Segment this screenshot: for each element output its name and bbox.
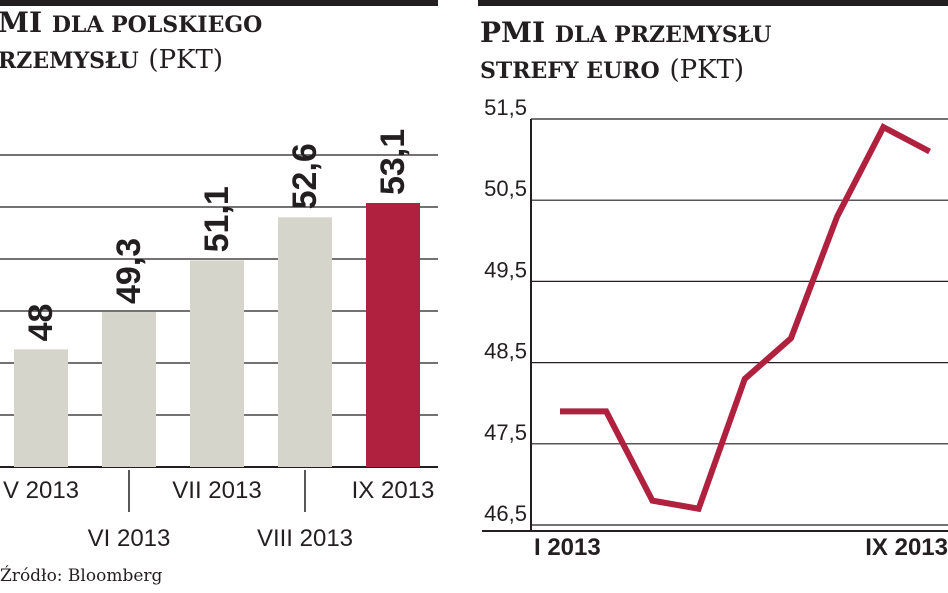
right-title-small-2: strefy euro xyxy=(480,58,660,84)
bar-category-label-5: IX 2013 xyxy=(352,477,435,504)
left-title-unit: (pkt) xyxy=(148,45,223,75)
right-title-small-1: dla przemysłu xyxy=(554,22,772,48)
bar-4 xyxy=(278,217,332,467)
euro-pmi-series-line xyxy=(560,123,931,513)
bar-value-label-3: 51,1 xyxy=(198,186,236,252)
y-tick-label-3: 48,5 xyxy=(484,339,527,364)
bar-category-label-1: V 2013 xyxy=(3,477,79,504)
y-tick-label-2: 47,5 xyxy=(484,420,527,445)
bar-value-label-2: 49,3 xyxy=(110,238,148,304)
bar-1 xyxy=(14,349,68,467)
source-note: Źródło: Bloomberg xyxy=(0,566,163,586)
left-title-big: MI xyxy=(0,6,43,39)
bar-category-label-2: VI 2013 xyxy=(88,525,171,552)
right-top-rule xyxy=(478,0,948,6)
left-title-small-2: rzemysłu xyxy=(0,48,139,74)
y-tick-label-4: 49,5 xyxy=(484,257,527,282)
left-title-small-1: dla polskiego xyxy=(51,12,263,38)
bar-category-label-4: VIII 2013 xyxy=(257,525,353,552)
bar-value-label-4: 52,6 xyxy=(286,143,324,209)
x-tick-label-last: IX 2013 xyxy=(865,534,948,561)
bar-5 xyxy=(366,203,420,467)
y-tick-label-6: 51,5 xyxy=(484,95,527,120)
y-tick-label-5: 50,5 xyxy=(484,176,527,201)
bar-value-label-5: 53,1 xyxy=(374,129,412,195)
bar-3 xyxy=(190,260,244,467)
bar-category-label-3: VII 2013 xyxy=(172,477,261,504)
right-title-unit: (pkt) xyxy=(669,55,744,85)
right-chart-title: PMI dla przemysłu strefy euro (pkt) xyxy=(480,16,771,88)
bar-value-label-1: 48 xyxy=(22,304,60,342)
x-tick-label-first: I 2013 xyxy=(534,534,601,561)
right-title-big: PMI xyxy=(480,16,546,49)
left-top-rule xyxy=(0,0,438,6)
left-chart-title: MI dla polskiego rzemysłu (pkt) xyxy=(0,6,262,78)
y-tick-label-1: 46,5 xyxy=(484,501,527,526)
bar-2 xyxy=(102,312,156,467)
